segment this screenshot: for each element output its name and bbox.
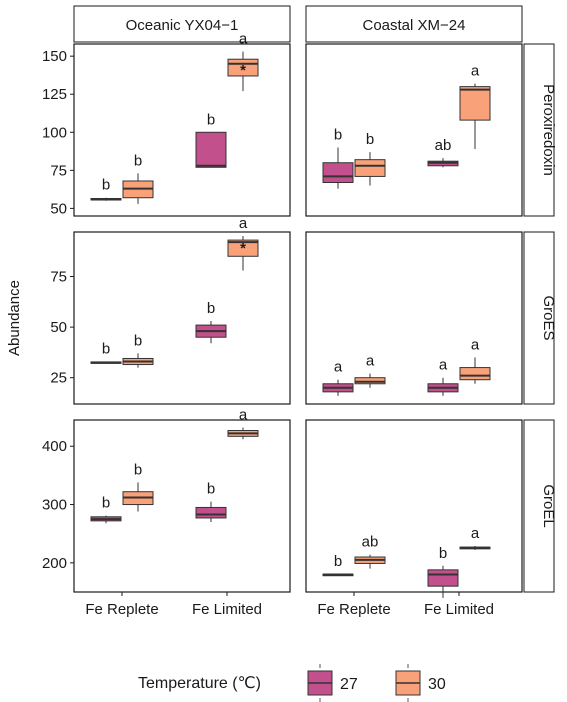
box-30: [354, 159, 386, 177]
facet-strip-column: [305, 5, 523, 43]
significance-star: *: [240, 240, 246, 257]
y-tick-label: 125: [42, 86, 67, 103]
box-30: [354, 377, 386, 385]
facet-column-label: Oceanic YX04−1: [126, 17, 239, 34]
significance-letter: b: [334, 127, 342, 144]
significance-letter: b: [207, 300, 215, 317]
significance-letter: b: [207, 111, 215, 128]
significance-letter: b: [134, 332, 142, 349]
y-tick-label: 400: [42, 438, 67, 455]
legend-label: 27: [340, 676, 358, 693]
significance-letter: b: [439, 545, 447, 562]
significance-letter: a: [439, 357, 448, 374]
facet-row-label: GroEL: [540, 484, 557, 527]
significance-letter: a: [334, 359, 343, 376]
x-tick-label: Fe Limited: [192, 601, 262, 618]
significance-letter: b: [102, 341, 110, 358]
box-30: [227, 239, 259, 257]
box-27: [322, 162, 354, 184]
significance-letter: a: [471, 63, 480, 80]
significance-letter: a: [239, 407, 248, 424]
significance-letter: a: [471, 336, 480, 353]
facet-column-label: Coastal XM−24: [363, 17, 466, 34]
significance-star: *: [240, 62, 246, 79]
panel-frame: [73, 231, 291, 405]
panel-frame: [305, 419, 523, 593]
facet-row-label: Peroxiredoxin: [540, 84, 557, 176]
facet-strip-column: [73, 5, 291, 43]
y-axis-title: Abundance: [6, 280, 23, 356]
panel-frame: [73, 419, 291, 593]
significance-letter: ab: [435, 137, 452, 154]
panel-frame: [305, 43, 523, 217]
box-30: [459, 367, 491, 381]
significance-letter: b: [207, 481, 215, 498]
box-27: [195, 506, 227, 519]
significance-letter: b: [102, 177, 110, 194]
significance-letter: ab: [362, 534, 379, 551]
y-tick-label: 25: [50, 370, 67, 387]
facet-strip-row: [523, 231, 555, 405]
x-tick-label: Fe Limited: [424, 601, 494, 618]
significance-letter: b: [334, 553, 342, 570]
x-tick-label: Fe Replete: [85, 601, 158, 618]
facet-row-label: GroES: [540, 295, 557, 340]
significance-letter: a: [239, 215, 248, 232]
significance-letter: a: [366, 353, 375, 370]
y-tick-label: 75: [50, 162, 67, 179]
significance-letter: b: [102, 495, 110, 512]
y-tick-label: 200: [42, 555, 67, 572]
y-tick-label: 50: [50, 200, 67, 217]
box-27: [427, 569, 459, 587]
facet-strip-row: [523, 43, 555, 217]
significance-letter: b: [134, 461, 142, 478]
box-30: [459, 86, 491, 121]
y-tick-label: 75: [50, 269, 67, 286]
facet-strip-row: [523, 419, 555, 593]
y-tick-label: 50: [50, 319, 67, 336]
y-tick-label: 300: [42, 497, 67, 514]
legend-label: 30: [428, 676, 446, 693]
x-tick-label: Fe Replete: [317, 601, 390, 618]
significance-letter: b: [366, 131, 374, 148]
y-tick-label: 150: [42, 48, 67, 65]
box-27: [195, 131, 227, 168]
significance-letter: b: [134, 152, 142, 169]
significance-letter: a: [239, 31, 248, 48]
significance-letter: a: [471, 525, 480, 542]
y-tick-label: 100: [42, 124, 67, 141]
legend-title: Temperature (℃): [138, 675, 261, 692]
